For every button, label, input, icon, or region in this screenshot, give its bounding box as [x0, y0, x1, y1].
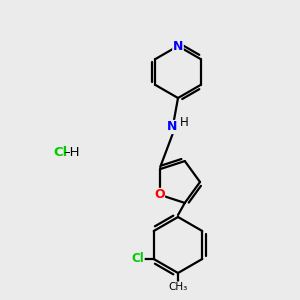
Text: CH₃: CH₃ [168, 282, 188, 292]
Text: Cl: Cl [131, 253, 144, 266]
Text: O: O [154, 188, 164, 201]
Text: N: N [167, 121, 177, 134]
Text: –H: –H [64, 146, 80, 158]
Text: Cl: Cl [53, 146, 67, 158]
Text: N: N [173, 40, 183, 52]
Text: H: H [180, 116, 188, 130]
